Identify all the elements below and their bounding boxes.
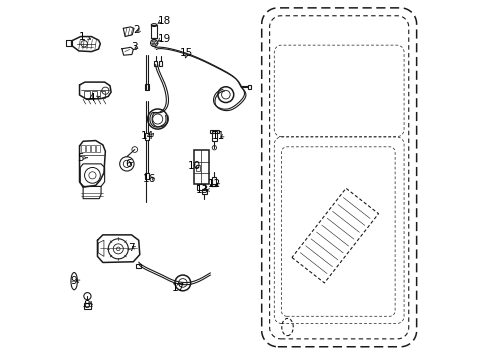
Bar — [154, 60, 157, 66]
Bar — [211, 177, 215, 186]
Text: 9: 9 — [71, 276, 77, 286]
Bar — [91, 145, 95, 152]
Text: 4: 4 — [89, 93, 95, 103]
Bar — [211, 131, 217, 141]
Bar — [210, 184, 217, 186]
Text: 3: 3 — [131, 42, 138, 51]
Text: 6: 6 — [125, 159, 132, 169]
Bar — [100, 91, 105, 98]
Bar — [86, 145, 90, 152]
Text: 11: 11 — [212, 131, 225, 141]
Text: 2: 2 — [133, 25, 139, 35]
Text: 19: 19 — [158, 35, 171, 44]
Bar — [193, 150, 208, 184]
Text: 15: 15 — [180, 48, 193, 58]
Text: 18: 18 — [158, 17, 171, 27]
Bar — [209, 130, 218, 134]
Text: 5: 5 — [77, 153, 83, 163]
Bar — [145, 84, 148, 90]
Text: 13: 13 — [195, 185, 208, 195]
Text: 14: 14 — [140, 131, 153, 141]
Bar — [159, 60, 162, 66]
Text: 16: 16 — [142, 174, 156, 184]
Bar — [196, 165, 200, 171]
Text: 7: 7 — [128, 243, 135, 253]
Text: 10: 10 — [187, 161, 201, 171]
Text: 1: 1 — [79, 32, 85, 42]
Text: 12: 12 — [207, 179, 220, 189]
Bar — [96, 145, 100, 152]
Bar — [81, 145, 85, 152]
Bar — [145, 173, 148, 179]
Bar — [197, 184, 204, 190]
Bar — [83, 303, 91, 309]
Text: 17: 17 — [171, 283, 184, 293]
Bar — [202, 189, 207, 194]
Bar — [92, 91, 97, 98]
Text: 8: 8 — [83, 300, 90, 310]
Bar — [247, 85, 251, 89]
Bar — [136, 264, 140, 267]
Bar — [83, 91, 89, 98]
Bar — [151, 26, 157, 38]
Bar — [145, 134, 148, 140]
